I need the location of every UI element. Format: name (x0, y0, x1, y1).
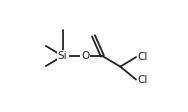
Text: O: O (81, 51, 89, 61)
Text: Cl: Cl (137, 74, 148, 85)
Text: Si: Si (58, 51, 67, 61)
Text: Cl: Cl (137, 52, 148, 62)
